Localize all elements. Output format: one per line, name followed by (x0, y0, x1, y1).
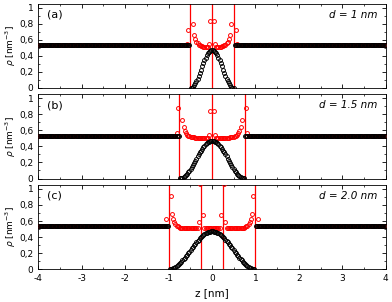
Text: d = 1.5 nm: d = 1.5 nm (319, 100, 377, 110)
Y-axis label: $\rho$ [nm$^{-3}$]: $\rho$ [nm$^{-3}$] (4, 207, 18, 247)
Y-axis label: $\rho$ [nm$^{-3}$]: $\rho$ [nm$^{-3}$] (4, 25, 18, 66)
X-axis label: z [nm]: z [nm] (195, 288, 229, 299)
Text: (b): (b) (47, 100, 63, 110)
Text: (a): (a) (47, 10, 63, 20)
Text: d = 1 nm: d = 1 nm (328, 10, 377, 20)
Y-axis label: $\rho$ [nm$^{-3}$]: $\rho$ [nm$^{-3}$] (4, 116, 18, 157)
Text: d = 2.0 nm: d = 2.0 nm (319, 191, 377, 201)
Text: (c): (c) (47, 191, 62, 201)
